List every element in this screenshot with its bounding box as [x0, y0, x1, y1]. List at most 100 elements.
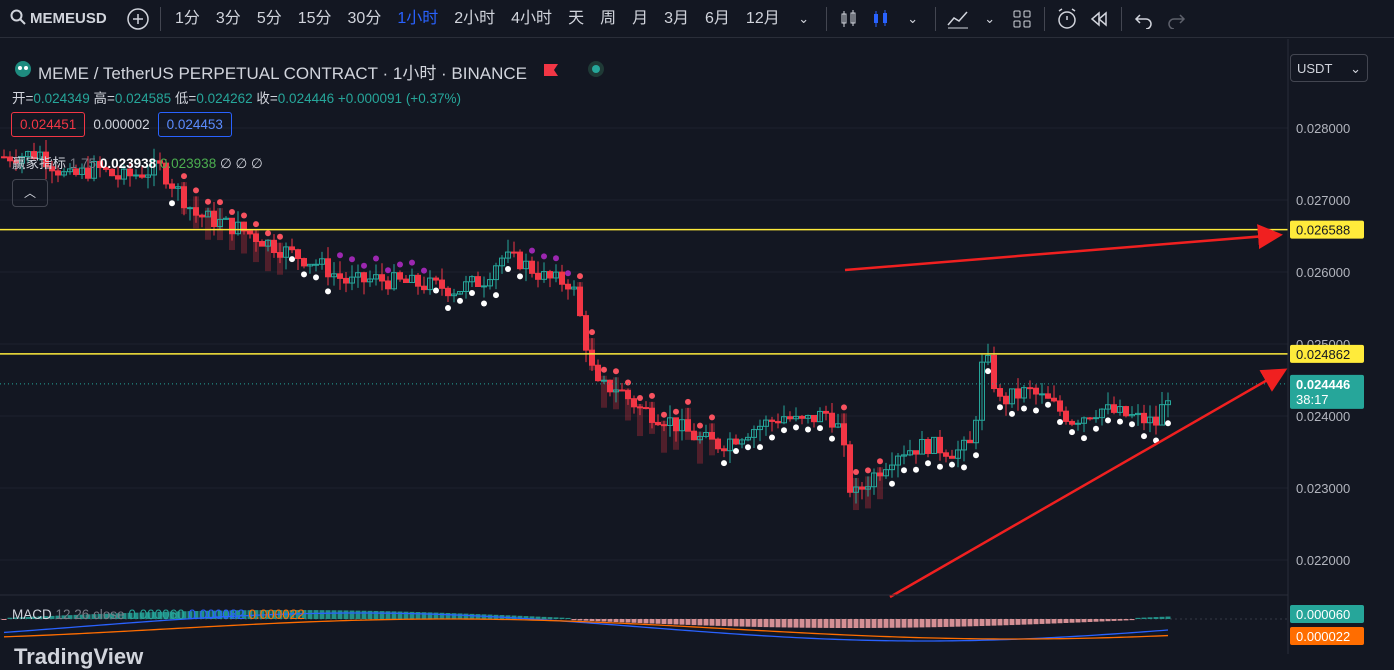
timeframe-7[interactable]: 4小时	[511, 9, 553, 27]
candle	[319, 251, 325, 270]
candle-body	[217, 218, 223, 228]
macd-bar	[919, 619, 925, 628]
candle-body	[925, 439, 931, 454]
macd-bar	[463, 613, 469, 619]
candle	[367, 270, 373, 287]
timeframe-8[interactable]: 天	[568, 9, 585, 27]
indicators-button[interactable]	[942, 0, 974, 38]
candle-body	[997, 388, 1003, 397]
indicator-dot	[457, 297, 463, 304]
macd-bar	[409, 611, 415, 619]
replay-button[interactable]	[1083, 0, 1115, 38]
indicator-dot	[565, 270, 571, 277]
chart-pane[interactable]: 0.028000 0.027000 0.026000 0.025000 0.024000…	[0, 39, 1394, 669]
symbol-search[interactable]: MEMEUSD	[0, 9, 122, 29]
buy-button[interactable]: 0.024453	[157, 112, 232, 137]
macd-name: MACD	[12, 607, 52, 622]
chart-type-dropdown[interactable]: ⌄	[897, 0, 929, 38]
price-tick-6: 0.022000	[1296, 553, 1350, 568]
candle	[313, 259, 319, 272]
macd-bar	[841, 619, 847, 628]
macd-bar	[451, 613, 457, 619]
candle-body	[163, 162, 169, 185]
layout-button[interactable]	[1006, 0, 1038, 38]
candle	[571, 280, 577, 296]
timeframe-1[interactable]: 3分	[215, 9, 241, 27]
flag-icon[interactable]	[543, 62, 559, 82]
candle	[463, 275, 469, 299]
timeframe-5[interactable]: 1小时	[397, 9, 439, 27]
candle	[241, 221, 247, 235]
timeframe-6[interactable]: 2小时	[454, 9, 496, 27]
macd-bar	[745, 619, 751, 627]
compare-symbol-button[interactable]	[122, 0, 154, 38]
candle-body	[409, 274, 415, 284]
currency-select[interactable]: USDT ⌄	[1290, 54, 1368, 82]
cloud-segment	[241, 221, 247, 254]
candle-body	[127, 168, 133, 177]
candle-body	[931, 436, 937, 454]
indicator-dot	[181, 173, 187, 180]
timeframe-9[interactable]: 周	[600, 9, 617, 27]
candles-button[interactable]	[833, 0, 865, 38]
price-chart[interactable]: 0.0280000.0270000.0260000.0250000.024000…	[0, 39, 1394, 654]
timeframe-11[interactable]: 3月	[664, 9, 690, 27]
collapse-legend-button[interactable]: ︿	[12, 179, 48, 207]
macd-legend[interactable]: MACD 12 26 close 0.000060 0.000082 0.000…	[12, 607, 305, 622]
timeframe-10[interactable]: 月	[632, 9, 649, 27]
indicators-dropdown[interactable]: ⌄	[974, 0, 1006, 38]
candle-body	[907, 450, 913, 456]
candle-body	[655, 421, 661, 426]
sell-button[interactable]: 0.024451	[11, 112, 86, 137]
candle-body	[79, 167, 85, 175]
candle	[949, 449, 955, 459]
candle-body	[181, 186, 187, 209]
candle	[787, 411, 793, 422]
candle	[889, 452, 895, 478]
undo-button[interactable]	[1128, 0, 1160, 38]
candle	[85, 156, 91, 182]
price-tick-2: 0.026000	[1296, 265, 1350, 280]
candle-body	[343, 277, 349, 284]
candle-body	[835, 423, 841, 428]
candle-body	[157, 160, 163, 164]
macd-bar	[121, 613, 127, 619]
indicator-name: 赢家指标	[12, 156, 66, 171]
macd-bar	[901, 619, 907, 628]
timeframe-4[interactable]: 30分	[347, 9, 382, 27]
redo-button[interactable]	[1160, 0, 1192, 38]
candle-body	[349, 276, 355, 284]
macd-bar	[181, 611, 187, 619]
macd-bar	[295, 610, 301, 619]
indicator-dot	[337, 252, 343, 259]
macd-line-value: 0.000082	[188, 607, 245, 622]
candle	[997, 384, 1003, 402]
currency-label: USDT	[1297, 61, 1333, 76]
candle	[721, 445, 727, 458]
candle	[145, 165, 151, 189]
price-tick-1: 0.027000	[1296, 193, 1350, 208]
alert-button[interactable]	[1051, 0, 1083, 38]
timeframe-12[interactable]: 6月	[705, 9, 730, 27]
market-status-icon[interactable]	[587, 60, 605, 83]
macd-bar	[1045, 619, 1051, 624]
candle	[127, 163, 133, 187]
timeframe-13[interactable]: 12月	[745, 9, 780, 27]
candle	[355, 264, 361, 288]
open-label: 开=	[12, 91, 34, 106]
timeframe-dropdown[interactable]: ⌄	[788, 0, 820, 38]
macd-bar	[517, 615, 523, 619]
timeframe-0[interactable]: 1分	[175, 9, 200, 27]
candle	[607, 379, 613, 397]
candle	[457, 291, 463, 295]
macd-bar	[859, 619, 865, 628]
candle-body	[517, 251, 523, 270]
timeframe-2[interactable]: 5分	[256, 9, 282, 27]
macd-bar	[319, 610, 325, 619]
candle-body	[805, 414, 811, 419]
macd-bar	[595, 619, 601, 622]
timeframe-3[interactable]: 15分	[297, 9, 332, 27]
hollow-candles-button[interactable]	[865, 0, 897, 38]
indicator-legend[interactable]: 赢家指标 1 75 0.023938 0.023938 ∅ ∅ ∅	[12, 152, 263, 172]
candle	[283, 242, 289, 270]
